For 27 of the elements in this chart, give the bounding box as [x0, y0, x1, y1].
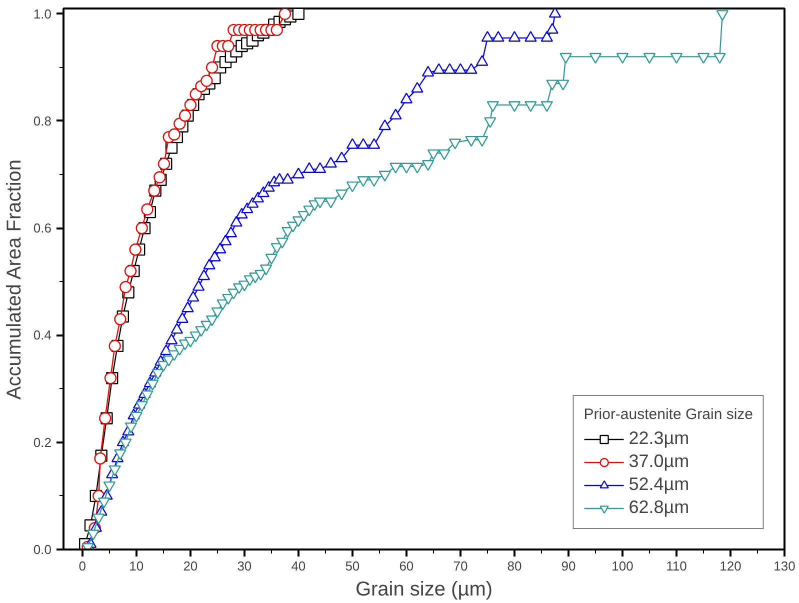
- legend-label: 22.3µm: [628, 428, 690, 449]
- x-tick-label: 40: [291, 558, 306, 574]
- y-tick-label: 0.6: [33, 220, 52, 236]
- legend-label: 62.8µm: [628, 497, 690, 518]
- y-tick-label: 0.2: [33, 434, 52, 450]
- x-tick-label: 110: [666, 558, 687, 574]
- x-tick-label: 20: [183, 558, 198, 574]
- x-tick-label: 80: [507, 558, 522, 574]
- legend-label: 37.0µm: [628, 451, 690, 472]
- x-tick-label: 30: [237, 558, 252, 574]
- x-tick-label: 10: [129, 558, 144, 574]
- y-tick-label: 0.0: [33, 542, 52, 557]
- x-tick-label: 90: [561, 558, 576, 574]
- y-tick-label: 0.4: [33, 328, 52, 343]
- x-axis-title: Grain size (µm): [355, 578, 493, 600]
- x-tick-label: 120: [720, 558, 742, 574]
- x-tick-label: 130: [774, 558, 796, 574]
- y-tick-label: 0.8: [33, 113, 52, 128]
- legend-label: 52.4µm: [628, 474, 690, 495]
- x-tick-label: 70: [453, 558, 468, 574]
- x-tick-label: 60: [399, 558, 414, 574]
- y-axis-title: Accumulated Area Fraction: [3, 159, 26, 400]
- legend-title: Prior-austenite Grain size: [584, 406, 753, 423]
- y-tick-label: 1.0: [33, 6, 52, 22]
- x-tick-label: 50: [345, 558, 360, 574]
- x-tick-label: 100: [612, 558, 634, 574]
- x-tick-label: 0: [78, 558, 86, 574]
